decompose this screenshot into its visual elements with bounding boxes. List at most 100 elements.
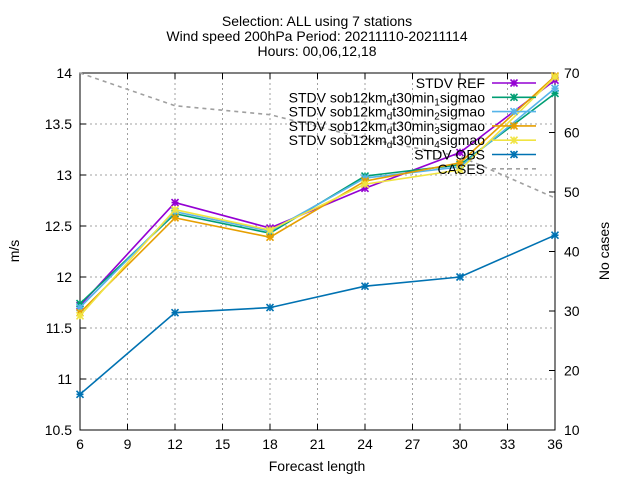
y-tick-label: 13 — [56, 167, 72, 183]
legend-item: STDV sob12kmdt30min2sigmao — [289, 104, 536, 123]
legend-text: t30min — [392, 118, 434, 134]
legend-marker — [509, 121, 519, 130]
y-tick-label: 10.5 — [45, 422, 72, 438]
x-tick-label: 21 — [310, 436, 326, 452]
series-6 — [79, 72, 556, 199]
legend-item: STDV REF — [416, 75, 536, 91]
x-axis: 6 9 12 15 18 21 24 27 30 33 36 — [76, 73, 563, 452]
data-point — [170, 308, 180, 317]
legend-label: STDV sob12kmdt30min4sigmao — [289, 132, 486, 151]
data-point — [550, 84, 560, 93]
y-tick-label: 12 — [56, 269, 72, 285]
data-point — [265, 303, 275, 312]
y2-tick-label: 30 — [564, 303, 580, 319]
legend-subscript: 1 — [434, 97, 440, 108]
data-point — [455, 158, 465, 167]
legend-marker — [509, 93, 519, 102]
legend-label: STDV sob12kmdt30min1sigmao — [289, 89, 486, 108]
x-tick-label: 27 — [405, 436, 421, 452]
x-tick-label: 6 — [76, 436, 84, 452]
legend-text: STDV sob12km — [289, 132, 387, 148]
x-tick-label: 30 — [452, 436, 468, 452]
y-tick-label: 11.5 — [46, 320, 72, 336]
title-line: Wind speed 200hPa Period: 20211110-20211… — [166, 28, 467, 44]
y-tick-label: 11 — [57, 371, 72, 387]
legend-label: CASES — [438, 161, 485, 177]
legend-text: sigmao — [440, 118, 485, 134]
x-tick-label: 12 — [167, 436, 183, 452]
x-tick-label: 24 — [357, 436, 373, 452]
series-line — [79, 76, 556, 317]
legend-text: sigmao — [440, 104, 485, 120]
y2-tick-label: 40 — [564, 244, 580, 260]
y2-tick-label: 60 — [564, 125, 580, 141]
legend-label: STDV sob12kmdt30min2sigmao — [289, 104, 486, 123]
legend-text: t30min — [392, 104, 434, 120]
series-5 — [75, 231, 560, 399]
legend-subscript: d — [387, 112, 393, 123]
legend-text: sigmao — [440, 132, 485, 148]
y-axis-label: m/s — [6, 240, 22, 263]
y2-tick-label: 70 — [564, 65, 580, 81]
grid — [80, 73, 555, 430]
legend-label: STDV sob12kmdt30min3sigmao — [289, 118, 486, 137]
data-point — [455, 148, 465, 157]
data-point — [75, 311, 85, 320]
data-point — [170, 198, 180, 207]
legend-subscript: d — [387, 97, 393, 108]
data-point — [550, 231, 560, 240]
x-tick-label: 33 — [500, 436, 516, 452]
legend-label: STDV OBS — [414, 147, 485, 163]
legend-subscript: d — [387, 140, 393, 151]
series-line — [79, 234, 556, 395]
legend-text: STDV sob12km — [289, 118, 387, 134]
data-point — [170, 205, 180, 214]
legend-subscript: 2 — [434, 112, 440, 123]
y-tick-label: 12.5 — [45, 218, 72, 234]
y-axis-left: 10.5 11 11.5 12 12.5 13 13.5 14 — [45, 65, 86, 438]
y-tick-label: 14 — [56, 65, 72, 81]
legend-marker — [509, 150, 519, 159]
legend-subscript: d — [387, 126, 393, 137]
series — [75, 71, 560, 399]
title-line: Selection: ALL using 7 stations — [222, 13, 412, 29]
x-tick-label: 9 — [124, 436, 132, 452]
data-point — [455, 165, 465, 174]
legend-item: CASES — [438, 161, 536, 177]
x-tick-label: 36 — [547, 436, 563, 452]
legend-item: STDV sob12kmdt30min4sigmao — [289, 132, 536, 151]
y2-axis-label: No cases — [596, 222, 612, 280]
legend-text: STDV sob12km — [289, 104, 387, 120]
y2-tick-label: 20 — [564, 363, 580, 379]
x-tick-label: 18 — [262, 436, 278, 452]
data-point — [360, 180, 370, 189]
legend-subscript: 3 — [434, 126, 440, 137]
data-point — [75, 390, 85, 399]
data-point — [550, 73, 560, 82]
y-axis-right: 10 20 30 40 50 60 70 — [549, 65, 580, 438]
y-tick-label: 13.5 — [45, 116, 72, 132]
series-line — [79, 75, 556, 314]
legend-text: CASES — [438, 161, 485, 177]
y2-tick-label: 10 — [564, 422, 580, 438]
data-point — [360, 282, 370, 291]
x-tick-label: 15 — [215, 436, 231, 452]
legend-item: STDV OBS — [414, 147, 536, 163]
legend-subscript: 4 — [434, 140, 440, 151]
title-line: Hours: 00,06,12,18 — [257, 43, 376, 59]
data-point — [455, 272, 465, 282]
legend-item: STDV sob12kmdt30min3sigmao — [289, 118, 536, 137]
legend-item: STDV sob12kmdt30min1sigmao — [289, 89, 536, 108]
legend-text: STDV OBS — [414, 147, 485, 163]
legend-label: STDV REF — [416, 75, 485, 91]
data-point — [170, 213, 180, 222]
legend-marker — [509, 78, 519, 88]
legend-text: t30min — [392, 132, 434, 148]
legend-text: t30min — [392, 89, 434, 105]
legend-text: STDV REF — [416, 75, 485, 91]
data-point — [265, 226, 275, 235]
legend-marker — [509, 136, 519, 145]
